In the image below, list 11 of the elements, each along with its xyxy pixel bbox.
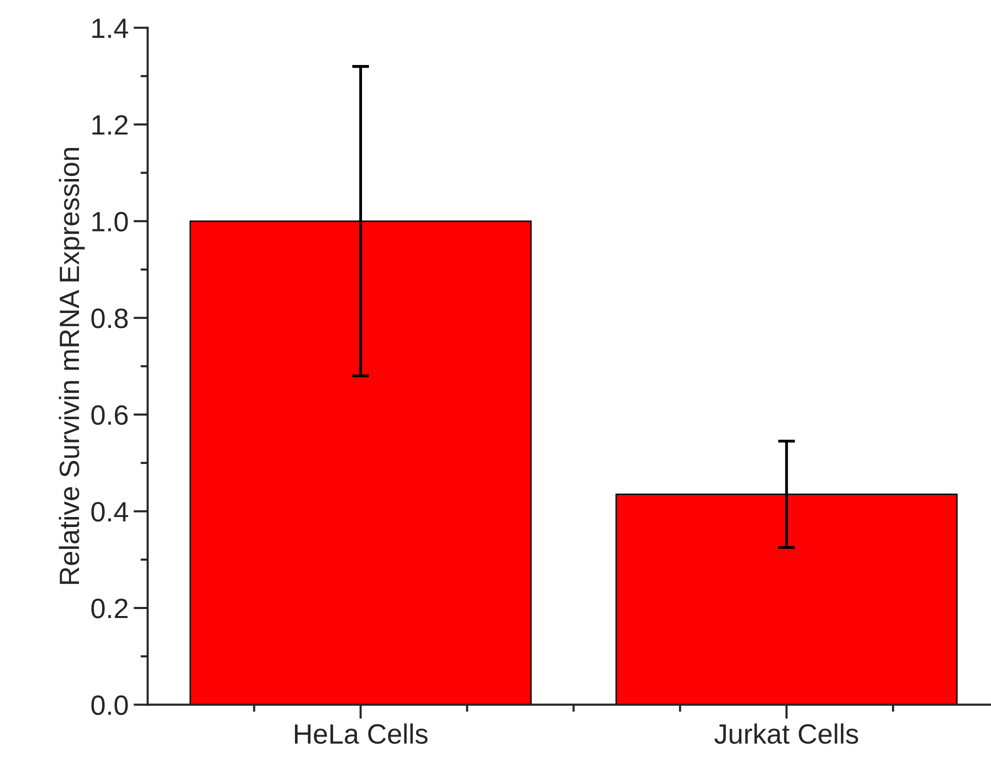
- y-tick-label: 1.0: [92, 212, 128, 232]
- y-tick-label: 0.6: [91, 405, 128, 425]
- y-tick-label: 0.0: [91, 695, 128, 716]
- y-tick-label: 0.8: [91, 308, 128, 328]
- x-tick-label: HeLa Cells: [294, 723, 428, 744]
- y-tick-label: 0.2: [91, 598, 128, 618]
- y-axis-title: Relative Survivin mRNA Expression: [58, 148, 85, 584]
- y-tick-label: 1.4: [92, 18, 128, 38]
- y-tick-label: 1.2: [92, 115, 128, 135]
- x-tick-label: Jurkat Cells: [714, 723, 858, 744]
- y-tick-label: 0.4: [91, 502, 128, 522]
